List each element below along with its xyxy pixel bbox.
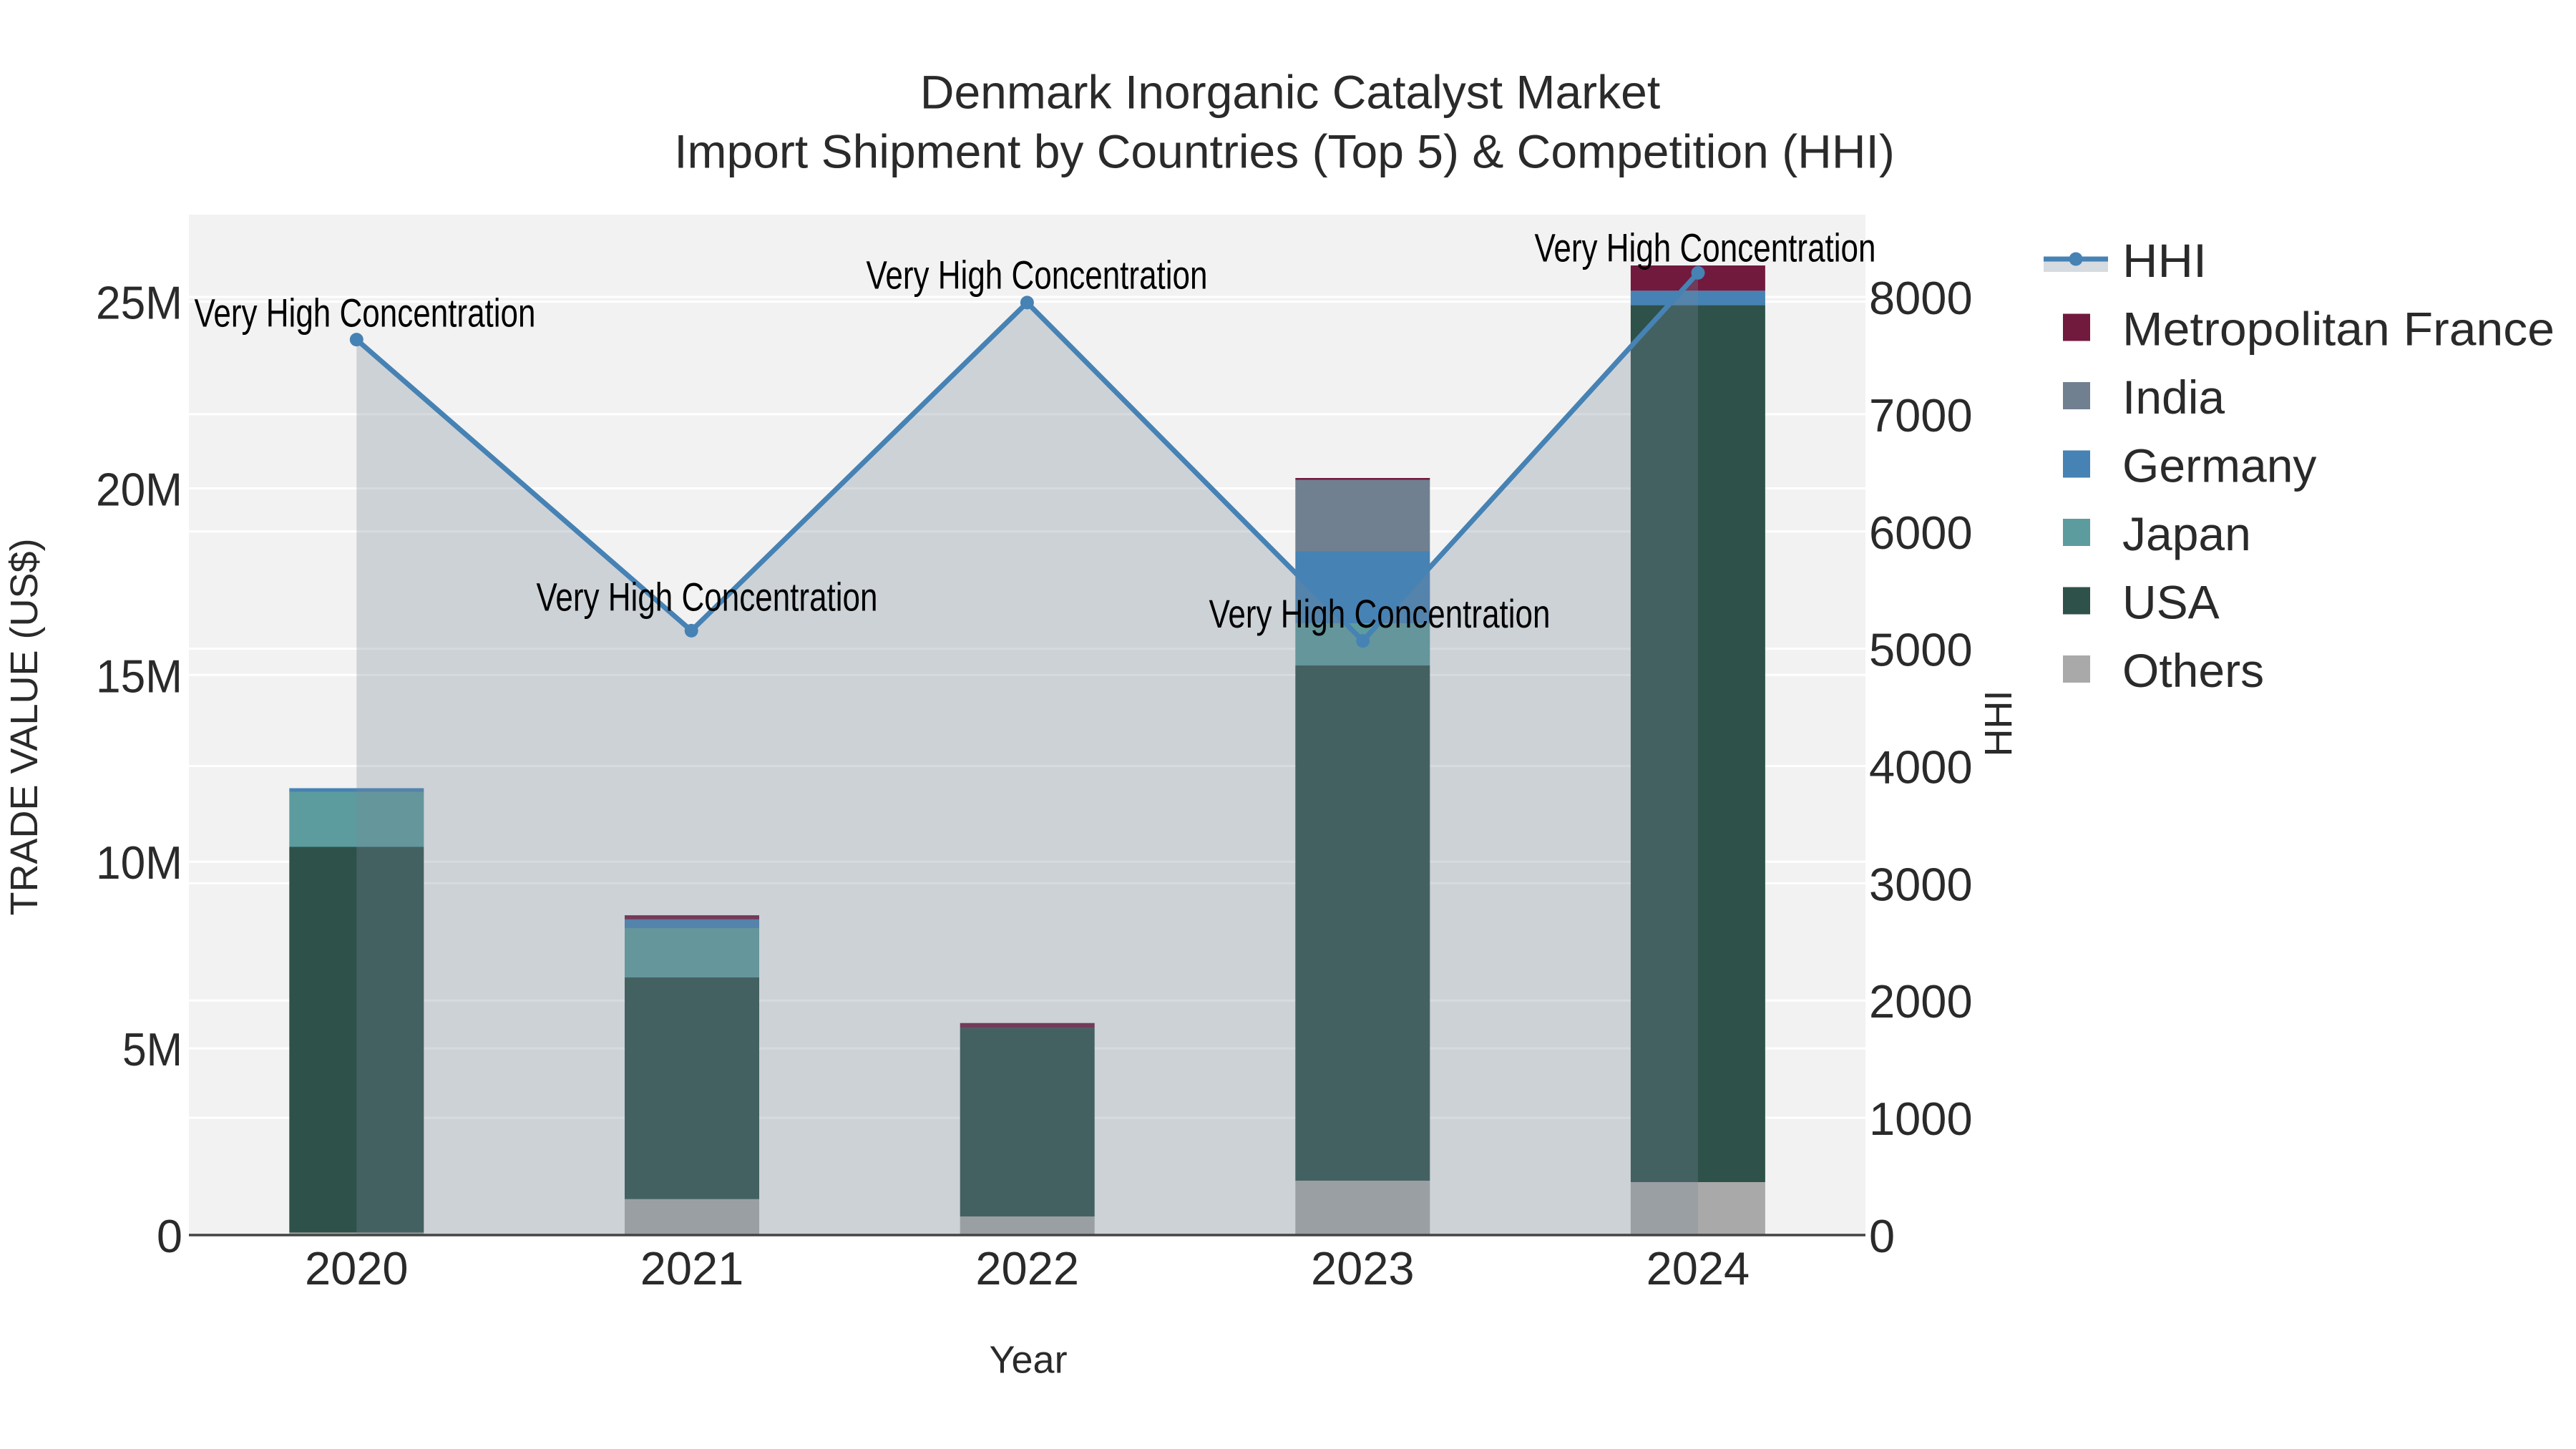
svg-text:0: 0 [1869,1210,1895,1262]
svg-text:Denmark Inorganic Catalyst Mar: Denmark Inorganic Catalyst Market [920,65,1660,118]
svg-text:Very High Concentration: Very High Concentration [1535,225,1876,270]
svg-text:HHI: HHI [2122,234,2207,287]
svg-text:2021: 2021 [640,1242,744,1294]
svg-text:2022: 2022 [975,1242,1079,1294]
svg-text:Metropolitan France: Metropolitan France [2122,303,2555,356]
svg-text:3000: 3000 [1869,858,1973,910]
svg-text:6000: 6000 [1869,507,1973,559]
svg-text:Germany: Germany [2122,439,2316,492]
svg-text:8000: 8000 [1869,272,1973,324]
svg-text:2020: 2020 [305,1242,409,1294]
svg-text:Japan: Japan [2122,507,2251,560]
svg-text:USA: USA [2122,576,2220,629]
svg-text:1000: 1000 [1869,1093,1973,1145]
svg-text:India: India [2122,371,2225,424]
svg-text:Very High Concentration: Very High Concentration [195,291,536,336]
svg-text:15M: 15M [96,650,182,702]
svg-text:20M: 20M [96,464,182,516]
svg-text:2023: 2023 [1311,1242,1415,1294]
svg-text:Others: Others [2122,644,2264,697]
svg-text:Very High Concentration: Very High Concentration [537,575,878,620]
svg-text:7000: 7000 [1869,389,1973,441]
svg-text:Very High Concentration: Very High Concentration [1209,591,1551,636]
svg-text:5M: 5M [122,1023,182,1075]
svg-text:5000: 5000 [1869,624,1973,676]
svg-text:2024: 2024 [1646,1242,1750,1294]
svg-text:TRADE VALUE (US$): TRADE VALUE (US$) [3,538,46,915]
svg-text:4000: 4000 [1869,741,1973,794]
svg-text:25M: 25M [96,277,182,329]
svg-text:Import Shipment by Countries (: Import Shipment by Countries (Top 5) & C… [674,125,1895,178]
svg-text:Very High Concentration: Very High Concentration [867,253,1208,298]
svg-text:2000: 2000 [1869,975,1973,1028]
svg-text:Year: Year [989,1338,1067,1381]
svg-text:HHI: HHI [1977,691,2020,757]
svg-text:0: 0 [157,1210,182,1262]
svg-text:10M: 10M [96,836,182,889]
